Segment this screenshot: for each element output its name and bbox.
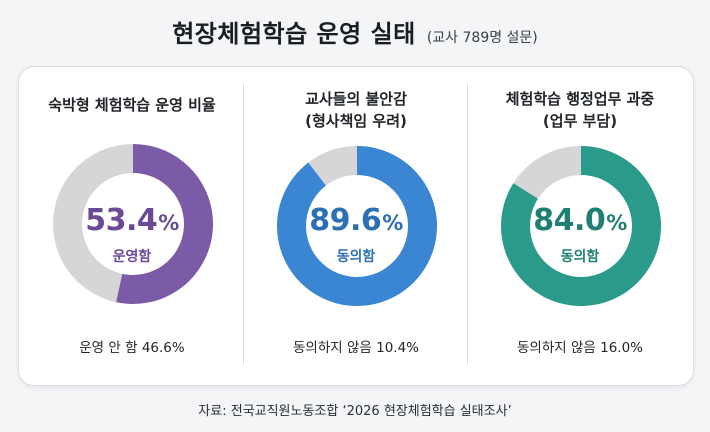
chart-title-line: (형사책임 우려): [305, 112, 407, 130]
donut-slice: [277, 146, 437, 306]
remainder-note: 동의하지 않음 16.0%: [517, 340, 643, 356]
center-value: 84.0: [533, 203, 606, 238]
donut-slice: [53, 144, 133, 303]
chart-title-line: 숙박형 체험학습 운영 비율: [48, 96, 216, 114]
column-divider: [243, 84, 244, 364]
donut-chart-teacher-anxiety: 교사들의 불안감 (형사책임 우려) 89.6% 동의함 동의하지 않음 10.…: [244, 66, 468, 384]
center-label: 동의함: [336, 249, 376, 265]
chart-title-line: (업무 부담): [542, 112, 618, 130]
center-unit: %: [382, 211, 403, 235]
chart-title: 교사들의 불안감 (형사책임 우려): [244, 88, 468, 132]
donut-slice: [116, 144, 213, 304]
chart-title-line: 교사들의 불안감: [305, 90, 407, 108]
charts-panel: [18, 66, 694, 386]
chart-title: 숙박형 체험학습 운영 비율: [20, 94, 244, 116]
page-title: 현장체험학습 운영 실태: [172, 20, 416, 48]
donut-svg: [277, 146, 437, 306]
remainder-note: 운영 안 함 46.6%: [79, 340, 185, 356]
center-percentage: 53.4%: [20, 203, 244, 238]
chart-title-row: 현장체험학습 운영 실태 (교사 789명 설문): [0, 14, 710, 49]
center-value: 53.4: [85, 203, 158, 238]
donut-slice: [308, 146, 357, 186]
chart-title: 체험학습 행정업무 과중 (업무 부담): [468, 88, 692, 132]
page-subtitle: (교사 789명 설문): [426, 30, 538, 46]
donut-slice: [501, 146, 661, 306]
donut-chart-operation-rate: 숙박형 체험학습 운영 비율 53.4% 운영함 운영 안 함 46.6%: [20, 66, 244, 384]
donut-svg: [53, 144, 213, 304]
center-label: 운영함: [112, 249, 152, 265]
center-label: 동의함: [560, 249, 600, 265]
center-value: 89.6: [309, 203, 382, 238]
donut-svg: [501, 146, 661, 306]
column-divider: [467, 84, 468, 364]
remainder-note: 동의하지 않음 10.4%: [293, 340, 419, 356]
center-unit: %: [606, 211, 627, 235]
center-percentage: 89.6%: [244, 203, 468, 238]
donut-chart-admin-burden: 체험학습 행정업무 과중 (업무 부담) 84.0% 동의함 동의하지 않음 1…: [468, 66, 692, 384]
center-percentage: 84.0%: [468, 203, 692, 238]
chart-title-line: 체험학습 행정업무 과중: [505, 90, 655, 108]
center-unit: %: [158, 211, 179, 235]
source-note: 자료: 전국교직원노동조합 ‘2026 현장체험학습 실태조사’: [198, 404, 512, 419]
donut-slice: [513, 146, 581, 199]
